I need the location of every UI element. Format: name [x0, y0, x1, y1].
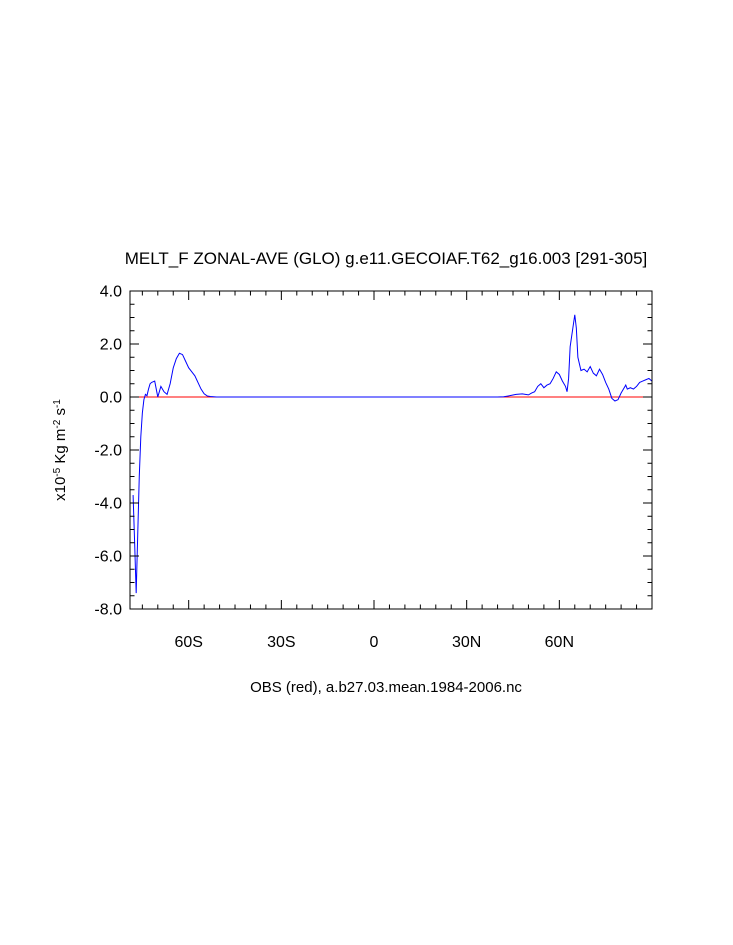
- model-series-line: [132, 314, 653, 594]
- y-tick-label: 0.0: [100, 390, 122, 407]
- series-layer: [130, 314, 653, 594]
- y-tick-label: -4.0: [94, 496, 122, 513]
- svg-text:x10-5 Kg m-2 s-1: x10-5 Kg m-2 s-1: [52, 399, 70, 501]
- x-tick-label: 0: [370, 634, 379, 651]
- y-axis-label-unit1: Kg m: [52, 429, 69, 468]
- y-axis-label-exp2: -2: [52, 419, 63, 428]
- x-tick-label: 30S: [267, 634, 295, 651]
- y-tick-label: -2.0: [94, 443, 122, 460]
- y-tick-label: 2.0: [100, 337, 122, 354]
- y-axis-label: x10-5 Kg m-2 s-1: [52, 399, 70, 501]
- x-tick-label: 60S: [174, 634, 202, 651]
- chart-subtitle: OBS (red), a.b27.03.mean.1984-2006.nc: [250, 679, 522, 696]
- y-axis-label-exp3: -1: [52, 399, 63, 408]
- y-axis-label-exp1: -5: [52, 467, 63, 476]
- chart-title: MELT_F ZONAL-AVE (GLO) g.e11.GECOIAF.T62…: [125, 249, 648, 268]
- x-tick-label: 60N: [545, 634, 574, 651]
- y-tick-label: -8.0: [94, 602, 122, 619]
- y-axis-label-prefix: x10: [52, 477, 69, 501]
- plot-frame: [129, 290, 653, 610]
- y-tick-label: 4.0: [100, 284, 122, 301]
- y-axis-label-unit2: s: [52, 408, 69, 420]
- ticks-layer: -8.0 -6.0 -4.0 -2.0 0.0 2.0 4.0 60S 30S 0 30N 60N: [94, 284, 652, 651]
- x-tick-label: 30N: [452, 634, 481, 651]
- y-tick-label: -6.0: [94, 549, 122, 566]
